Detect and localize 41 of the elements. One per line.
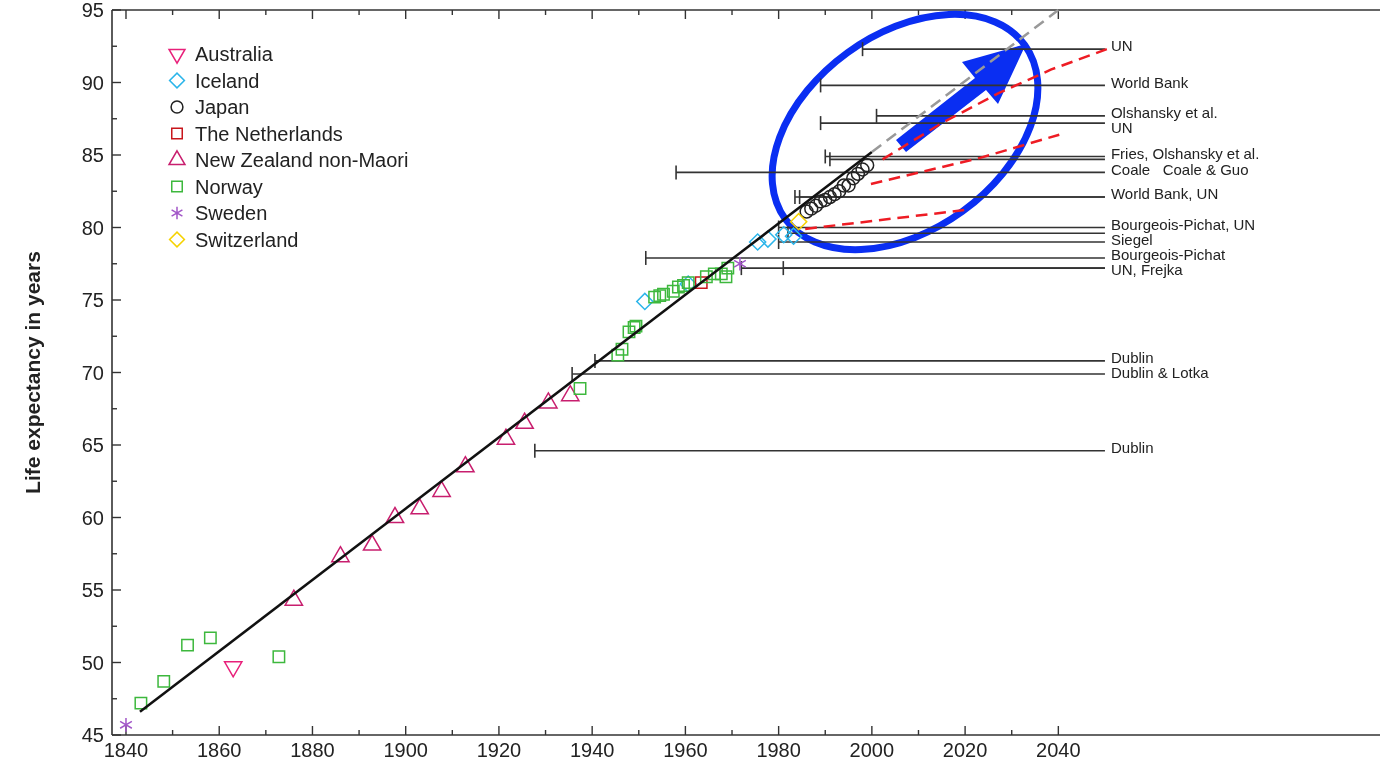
legend-label: New Zealand non-Maori bbox=[195, 149, 409, 171]
series-label: Dublin & Lotka bbox=[1110, 364, 1210, 382]
series-label: World Bank, UN bbox=[1110, 185, 1219, 203]
y-tick-label: 95 bbox=[81, 0, 104, 21]
x-tick-label: 1880 bbox=[290, 739, 335, 761]
x-tick-label: 1980 bbox=[756, 739, 801, 761]
series-label: UN bbox=[1110, 37, 1133, 55]
x-tick-label: 2000 bbox=[849, 739, 895, 761]
series-label: Olshansky et al. bbox=[1110, 104, 1218, 122]
series-label: Fries, Olshansky et al. bbox=[1110, 144, 1260, 162]
x-tick-label: 1900 bbox=[383, 739, 428, 761]
y-tick-label: 80 bbox=[81, 216, 104, 239]
y-tick-label: 45 bbox=[81, 724, 104, 746]
series-label: UN bbox=[1110, 119, 1133, 137]
x-tick-label: 2040 bbox=[1036, 739, 1081, 761]
x-tick-label: 2020 bbox=[942, 739, 988, 761]
y-tick-label: 75 bbox=[81, 289, 104, 311]
y-tick-label: 65 bbox=[81, 434, 104, 456]
x-tick-label: 1940 bbox=[569, 739, 615, 761]
y-tick-label: 60 bbox=[81, 506, 104, 529]
legend-label: Australia bbox=[195, 43, 274, 65]
legend-label: The Netherlands bbox=[195, 122, 343, 145]
y-tick-label: 90 bbox=[81, 71, 104, 94]
series-label: Dublin bbox=[1110, 439, 1154, 457]
legend-label: Switzerland bbox=[195, 228, 299, 251]
legend-label: Sweden bbox=[195, 202, 268, 224]
x-tick-label: 1920 bbox=[476, 739, 522, 761]
series-label: World Bank bbox=[1110, 73, 1189, 91]
x-tick-label: 1860 bbox=[196, 739, 242, 761]
x-tick-label: 1960 bbox=[663, 739, 708, 761]
series-label: Bourgeois-Pichat, UN bbox=[1110, 215, 1256, 233]
x-tick-label: 1840 bbox=[103, 739, 149, 761]
y-tick-label: 50 bbox=[81, 651, 104, 674]
y-tick-label: 85 bbox=[81, 144, 104, 166]
y-tick-label: 55 bbox=[81, 579, 104, 601]
series-label: Dublin bbox=[1110, 349, 1154, 367]
y-tick-label: 70 bbox=[81, 361, 104, 384]
legend-label: Norway bbox=[195, 175, 263, 198]
legend-label: Iceland bbox=[195, 69, 260, 92]
legend-label: Japan bbox=[195, 96, 250, 118]
y-axis-title: Life expectancy in years bbox=[21, 251, 44, 494]
